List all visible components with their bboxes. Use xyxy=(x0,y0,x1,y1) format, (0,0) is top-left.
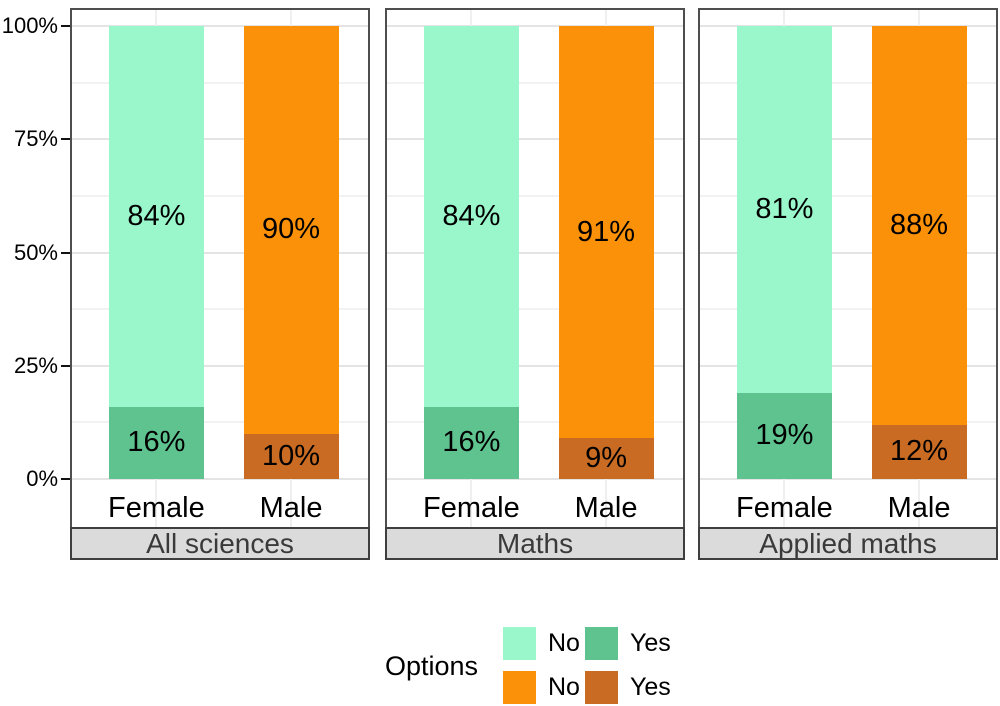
facet-strip-label: All sciences xyxy=(146,527,294,559)
gridline-minor xyxy=(387,194,683,197)
legend-row: No Yes xyxy=(503,671,671,704)
y-axis-tick-label: 75% xyxy=(13,126,58,152)
legend-entry: No xyxy=(503,627,585,660)
legend-row: No Yes xyxy=(503,627,671,660)
bar-segment: 9% xyxy=(558,438,654,479)
legend-swatch xyxy=(585,627,618,660)
bar-segment: 10% xyxy=(243,433,339,479)
x-axis-category-label: Male xyxy=(887,492,951,524)
facet-strip: Applied maths xyxy=(698,527,998,560)
bar-segment: 19% xyxy=(736,392,832,479)
gridline-major xyxy=(72,251,368,254)
gridline-major xyxy=(387,25,683,27)
bar-segment-label: 10% xyxy=(262,439,321,472)
y-axis-tick xyxy=(61,478,70,480)
y-axis-tick xyxy=(61,138,70,141)
bar-segment: 16% xyxy=(423,406,519,479)
facet-panel: 16% 84% Female 10% 90% Male All sciences xyxy=(70,8,370,560)
facet-strip-label: Applied maths xyxy=(759,527,937,559)
y-axis-tick-label: 100% xyxy=(1,13,58,38)
bar-segment: 16% xyxy=(108,406,204,479)
gridline-major xyxy=(700,25,996,27)
gridline-major xyxy=(72,478,368,480)
legend-title: Options xyxy=(384,651,478,681)
bar-segment: 81% xyxy=(736,26,832,393)
bar-segment: 84% xyxy=(108,26,204,407)
bar-segment: 90% xyxy=(243,26,339,434)
legend-item-label: No xyxy=(548,629,580,657)
gridline-minor xyxy=(72,308,368,311)
bar-segment-label: 16% xyxy=(127,426,186,459)
x-axis-category-label: Female xyxy=(108,492,205,524)
gridline-major xyxy=(387,251,683,254)
gridline-minor xyxy=(700,421,996,424)
legend-swatch xyxy=(503,671,536,704)
y-axis-tick xyxy=(61,25,70,27)
legend-item-label: Yes xyxy=(630,629,671,657)
legend-swatch xyxy=(503,627,536,660)
gridline-minor xyxy=(72,81,368,84)
legend-item-label: No xyxy=(548,673,580,701)
gridline-major xyxy=(387,138,683,141)
gridline-major xyxy=(700,138,996,141)
bar-segment-label: 88% xyxy=(890,208,949,241)
bar-segment: 12% xyxy=(871,424,967,479)
bar-segment-label: 81% xyxy=(755,192,814,225)
bar-segment-label: 91% xyxy=(577,215,636,248)
y-axis-tick xyxy=(61,251,70,254)
gridline-minor xyxy=(72,421,368,424)
legend-item-label: Yes xyxy=(630,673,671,701)
y-axis-tick-label: 50% xyxy=(13,239,58,265)
gridline-major xyxy=(700,364,996,367)
legend-swatch xyxy=(585,671,618,704)
gridline-major xyxy=(387,364,683,367)
bar-segment-label: 9% xyxy=(585,442,627,475)
bar-segment-label: 19% xyxy=(755,419,814,452)
bar-segment: 91% xyxy=(558,26,654,439)
gridline-minor xyxy=(387,308,683,311)
gridline-minor xyxy=(72,194,368,197)
bar-segment-label: 84% xyxy=(127,199,186,232)
gridline-minor xyxy=(700,81,996,84)
gridline-major xyxy=(72,138,368,141)
facet-strip: All sciences xyxy=(70,527,370,560)
bar-segment: 84% xyxy=(423,26,519,407)
gridline-minor xyxy=(700,308,996,311)
facet-panel: 19% 81% Female 12% 88% Male Applied maths xyxy=(698,8,998,560)
bar-segment-label: 16% xyxy=(442,426,501,459)
gridline-minor xyxy=(700,194,996,197)
bar-segment-label: 84% xyxy=(442,199,501,232)
bar-segment: 88% xyxy=(871,26,967,425)
gridline-major xyxy=(387,478,683,480)
facet-strip: Maths xyxy=(385,527,685,560)
legend-entry: Yes xyxy=(585,671,671,704)
gridline-major xyxy=(72,364,368,367)
legend-entry: No xyxy=(503,671,585,704)
x-axis-category-label: Male xyxy=(259,492,323,524)
y-axis-tick xyxy=(61,364,70,367)
gridline-major xyxy=(700,478,996,480)
y-axis-tick-label: 25% xyxy=(13,352,58,378)
x-axis-category-label: Female xyxy=(423,492,520,524)
legend-entry: Yes xyxy=(585,627,671,660)
y-axis-tick-label: 0% xyxy=(26,466,58,491)
bar-segment-label: 90% xyxy=(262,213,321,246)
facet-panel: 16% 84% Female 9% 91% Male Maths xyxy=(385,8,685,560)
bar-segment-label: 12% xyxy=(890,435,949,468)
gridline-minor xyxy=(387,81,683,84)
facet-strip-label: Maths xyxy=(496,527,574,559)
gridline-major xyxy=(72,25,368,27)
gridline-major xyxy=(700,251,996,254)
x-axis-category-label: Male xyxy=(574,492,638,524)
x-axis-category-label: Female xyxy=(736,492,833,524)
gridline-minor xyxy=(387,421,683,424)
